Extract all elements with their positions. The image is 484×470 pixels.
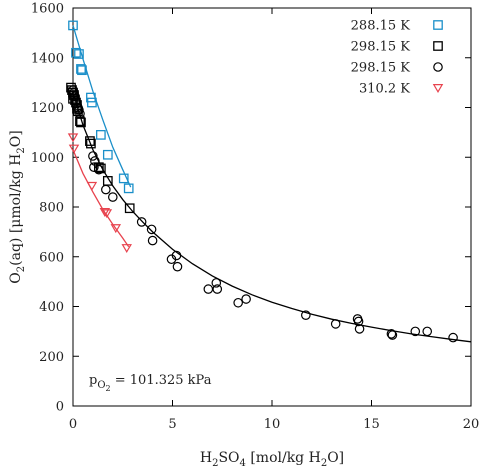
- data-point-series-1: [73, 106, 83, 117]
- data-point-series-0: [102, 149, 113, 160]
- data-point-series-2: [386, 329, 397, 339]
- data-point-series-2: [89, 162, 99, 172]
- data-point-series-3: [86, 181, 98, 191]
- data-point-series-2: [172, 261, 183, 272]
- y-tick-label: 600: [39, 250, 64, 265]
- y-tick-label: 0: [56, 400, 64, 415]
- data-point-series-3: [68, 144, 80, 154]
- data-point-series-2: [233, 297, 243, 308]
- data-point-series-2: [90, 156, 100, 166]
- data-point-series-2: [301, 310, 311, 321]
- y-tick-label: 800: [39, 201, 64, 216]
- data-point-series-1: [96, 163, 106, 174]
- data-point-series-2: [448, 332, 458, 343]
- data-point-series-0: [76, 64, 86, 74]
- legend-label: 288.15 K: [351, 19, 411, 34]
- data-point-series-2: [75, 108, 85, 119]
- data-point-series-2: [147, 235, 158, 246]
- data-point-series-0: [123, 183, 134, 194]
- data-point-series-0: [74, 49, 84, 59]
- x-tick-label: 10: [264, 417, 281, 432]
- data-point-series-2: [354, 324, 365, 334]
- data-points: [66, 20, 458, 343]
- data-point-series-3: [67, 133, 79, 143]
- data-point-series-2: [74, 105, 84, 115]
- data-point-series-3: [121, 244, 132, 254]
- y-tick-label: 1400: [31, 51, 64, 66]
- fit-line-series-0: [72, 25, 132, 188]
- data-point-series-0: [96, 130, 106, 140]
- y-tick-label: 200: [39, 350, 64, 365]
- data-point-series-0: [86, 92, 96, 103]
- data-point-series-2: [71, 96, 81, 107]
- data-point-series-2: [108, 192, 118, 202]
- data-point-series-2: [387, 330, 398, 340]
- x-tick-label: 15: [363, 417, 380, 432]
- legend-marker: [432, 84, 444, 93]
- legend: 288.15 K 298.15 K 298.15 K 310.2 K: [351, 19, 444, 97]
- data-point-series-2: [410, 326, 421, 337]
- data-point-series-2: [171, 250, 182, 261]
- y-tick-label: 400: [39, 300, 64, 315]
- fit-line-series-2: [72, 92, 472, 343]
- data-point-series-2: [330, 319, 341, 329]
- data-point-series-3: [101, 209, 113, 219]
- data-point-series-2: [211, 278, 222, 288]
- data-point-series-2: [69, 87, 79, 98]
- legend-marker: [433, 20, 443, 30]
- data-point-series-2: [203, 284, 214, 294]
- data-point-series-2: [136, 217, 147, 227]
- data-point-series-2: [146, 224, 157, 235]
- data-point-series-0: [68, 20, 78, 31]
- y-tick-label: 1200: [31, 101, 64, 116]
- y-axis-title: O2(aq) [μmol/kg H2O]: [8, 130, 27, 283]
- data-point-series-3: [99, 208, 111, 217]
- data-point-series-2: [422, 326, 433, 337]
- data-point-series-1: [86, 138, 96, 149]
- y-tick-label: 1600: [31, 2, 64, 17]
- y-tick-label: 1000: [31, 151, 64, 166]
- legend-marker: [433, 41, 443, 51]
- data-point-series-2: [241, 294, 251, 304]
- legend-label: 298.15 K: [351, 40, 411, 55]
- data-point-series-1: [75, 116, 85, 127]
- data-point-series-0: [77, 65, 87, 76]
- data-point-series-2: [101, 184, 111, 195]
- data-point-series-1: [72, 103, 82, 114]
- data-point-series-1: [124, 203, 135, 214]
- legend-label: 298.15 K: [351, 61, 411, 76]
- x-tick-label: 5: [168, 417, 176, 432]
- data-point-series-0: [71, 47, 81, 58]
- x-tick-label: 0: [69, 417, 77, 432]
- plot-frame: [72, 7, 472, 407]
- data-point-series-2: [88, 151, 98, 161]
- data-point-series-2: [212, 284, 223, 294]
- x-tick-label: 20: [463, 417, 480, 432]
- data-point-series-1: [66, 82, 76, 93]
- data-point-series-0: [118, 173, 129, 184]
- legend-marker: [433, 62, 443, 72]
- data-point-series-1: [102, 176, 113, 186]
- data-point-series-2: [94, 164, 104, 175]
- legend-label: 310.2 K: [359, 82, 410, 97]
- data-point-series-2: [353, 316, 364, 327]
- data-point-series-2: [70, 91, 80, 102]
- data-point-series-3: [110, 224, 122, 234]
- pressure-annotation: pO2 = 101.325 kPa: [89, 373, 212, 393]
- data-point-series-0: [87, 97, 97, 108]
- data-point-series-1: [85, 136, 95, 146]
- x-axis-title: H2SO4 [mol/kg H2O]: [200, 450, 344, 469]
